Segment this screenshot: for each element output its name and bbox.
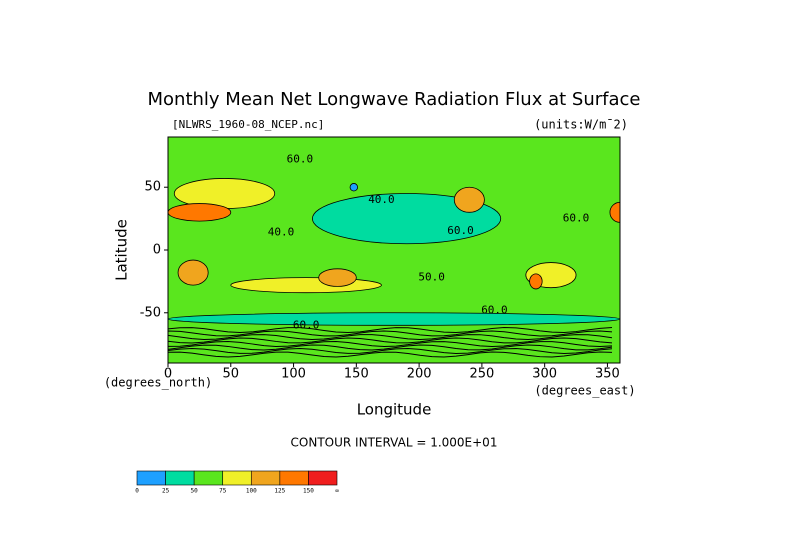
colorbar-swatch xyxy=(136,470,166,486)
contour-label: 60.0 xyxy=(287,153,314,166)
colorbar-label: ∞ xyxy=(335,488,339,495)
contour-line xyxy=(168,327,613,334)
contour-line xyxy=(168,341,613,347)
contour-label: 50.0 xyxy=(418,271,445,284)
field-region xyxy=(311,193,502,245)
field-region xyxy=(177,259,209,286)
subtitle-left: [NLWRS_1960-08_NCEP.nc] xyxy=(172,118,324,131)
x-tick-label: 50 xyxy=(223,367,240,382)
colorbar-label: 150 xyxy=(303,488,314,495)
x-tick-label: 200 xyxy=(407,367,432,382)
y-axis-label: Latitude xyxy=(113,219,131,281)
colorbar-label: 125 xyxy=(274,488,285,495)
map-field: 60.0 40.0 40.0 60.0 60.0 50.0 60.0 60.0 xyxy=(168,137,620,363)
field-region xyxy=(168,203,232,222)
colorbar-label: 25 xyxy=(162,488,170,495)
y-unit: (degrees_north) xyxy=(104,376,212,390)
contour-label: 60.0 xyxy=(293,318,320,331)
colorbar-swatch xyxy=(222,470,252,486)
contour-label: 60.0 xyxy=(447,224,474,237)
x-tick-label: 100 xyxy=(281,367,306,382)
field-background xyxy=(168,137,620,363)
footnote: CONTOUR INTERVAL = 1.000E+01 xyxy=(291,436,498,450)
colorbar-label: 100 xyxy=(246,488,257,495)
contour-line xyxy=(168,351,613,358)
contour-label: 60.0 xyxy=(481,303,508,316)
x-unit: (degrees_east) xyxy=(534,384,635,398)
subtitle-right: (units:W/m¯2) xyxy=(534,118,628,132)
y-tick-label: -50 xyxy=(140,305,161,320)
field-region xyxy=(609,201,620,223)
x-tick-label: 0 xyxy=(164,367,172,382)
colorbar-swatch xyxy=(250,470,281,486)
x-tick-label: 150 xyxy=(344,367,369,382)
x-tick-label: 250 xyxy=(469,367,494,382)
contour-label: 60.0 xyxy=(563,212,590,225)
colorbar-label: 50 xyxy=(191,488,199,495)
contour-label: 40.0 xyxy=(368,193,395,206)
y-tick-label: 50 xyxy=(144,180,161,195)
x-tick-label: 350 xyxy=(595,367,620,382)
chart-title: Monthly Mean Net Longwave Radiation Flux… xyxy=(148,89,641,110)
contour-label: 40.0 xyxy=(268,225,295,238)
colorbar-label: 0 xyxy=(135,488,139,495)
colorbar-swatch xyxy=(193,470,224,486)
colorbar-label: 75 xyxy=(219,488,227,495)
x-axis-label: Longitude xyxy=(357,401,432,419)
field-region xyxy=(318,268,357,287)
colorbar-swatch xyxy=(279,470,309,486)
contour-line xyxy=(168,344,613,351)
y-tick-label: 0 xyxy=(153,243,161,258)
field-region xyxy=(168,312,620,326)
contour-line xyxy=(168,337,613,344)
field-region xyxy=(453,186,485,213)
x-tick-label: 300 xyxy=(532,367,557,382)
field-region xyxy=(349,183,358,192)
contour-line xyxy=(168,330,613,337)
field-region xyxy=(529,273,543,290)
field-region xyxy=(230,277,382,294)
colorbar-swatch xyxy=(308,470,338,486)
colorbar-swatch xyxy=(165,470,195,486)
contour-line xyxy=(168,347,613,354)
contour-line xyxy=(168,334,613,341)
